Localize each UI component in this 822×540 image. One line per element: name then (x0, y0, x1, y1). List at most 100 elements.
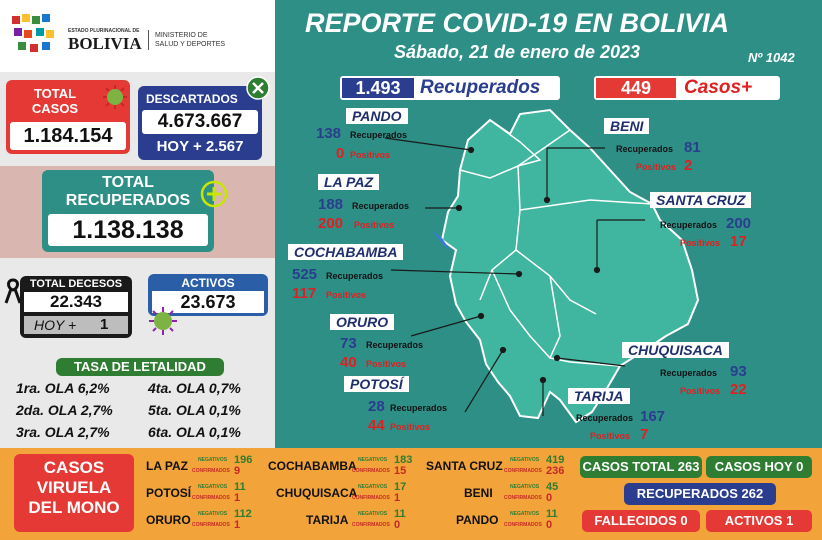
monkeypox-active: ACTIVOS 1 (706, 510, 812, 532)
org-main-text: BOLIVIA (68, 34, 142, 53)
conf-value: 0 (546, 519, 553, 531)
header-logo: ESTADO PLURINACIONAL DE BOLIVIA MINISTER… (0, 0, 275, 72)
active-value: 23.673 (152, 291, 264, 313)
neg-label: NEGATIVOS (358, 457, 388, 463)
region-name: COCHABAMBA (268, 459, 357, 473)
deaths-today-value: 1 (100, 316, 109, 333)
dept-pando-recovered: 138 (316, 125, 342, 142)
header-divider (148, 30, 149, 50)
daily-cases-value: 449 (596, 78, 676, 98)
monkeypox-region-santa-cruz: SANTA CRUZ NEGATIVOS 419 CONFIRMADOS 236 (426, 454, 574, 479)
dept-oruro-name: ORURO (330, 314, 395, 330)
dept-santa-cruz-name: SANTA CRUZ (650, 192, 752, 208)
dept-potosi-recovered-label: Recuperados (390, 403, 448, 413)
discarded-today: HOY + 2.567 (156, 138, 244, 155)
region-name: SANTA CRUZ (426, 459, 503, 473)
deaths-value: 22.343 (24, 292, 128, 312)
neg-label: NEGATIVOS (198, 484, 228, 490)
neg-value: 419 (546, 454, 565, 466)
lethality-row-3-right: 6ta. OLA 0,1% (148, 424, 241, 440)
discarded-card: DESCARTADOS 4.673.667 HOY + 2.567 (138, 86, 262, 160)
neg-label: NEGATIVOS (198, 511, 228, 517)
neg-value: 17 (394, 481, 407, 493)
deaths-today-box: HOY + 1 (24, 316, 128, 334)
neg-label: NEGATIVOS (510, 511, 540, 517)
conf-label: CONFIRMADOS (504, 495, 542, 501)
monkeypox-region-pando: PANDO NEGATIVOS 11 CONFIRMADOS 0 (456, 508, 574, 533)
dept-tarija-positive: 7 (640, 426, 649, 443)
region-name: ORURO (146, 513, 191, 527)
dept-santa-cruz-positive-label: Positivos (680, 238, 721, 248)
conf-value: 1 (234, 492, 241, 504)
daily-cases-label: Casos+ (684, 77, 753, 98)
dept-tarija-name: TARIJA (568, 388, 630, 404)
dept-oruro-positive: 40 (340, 354, 357, 371)
plus-circle-icon (200, 180, 228, 213)
total-recovered-label1: TOTAL (102, 174, 154, 191)
deaths-label: TOTAL DECESOS (29, 278, 123, 290)
dept-potosi-positive-label: Positivos (390, 422, 431, 432)
monkeypox-title-line1: CASOS (43, 458, 105, 477)
conf-value: 1 (394, 492, 401, 504)
conf-label: CONFIRMADOS (504, 522, 542, 528)
dept-chuquisaca-recovered-label: Recuperados (660, 368, 718, 378)
dept-santa-cruz-recovered: 200 (726, 215, 752, 232)
dept-cochabamba-name: COCHABAMBA (288, 244, 404, 260)
conf-value: 0 (546, 492, 553, 504)
deaths-card: TOTAL DECESOS 22.343 HOY + 1 (20, 276, 132, 338)
conf-label: CONFIRMADOS (352, 495, 390, 501)
lethality-row-3-left: 3ra. OLA 2,7% (16, 424, 110, 440)
dept-beni-positive: 2 (684, 157, 693, 174)
coat-of-arms-icon (8, 10, 64, 58)
dept-la-paz-positive: 200 (318, 215, 344, 232)
dept-tarija-recovered: 167 (640, 408, 666, 425)
discarded-value: 4.673.667 (142, 110, 258, 134)
monkeypox-region-potosi: POTOSÍ NEGATIVOS 11 CONFIRMADOS 1 (146, 481, 274, 506)
conf-label: CONFIRMADOS (352, 468, 390, 474)
conf-value: 1 (234, 519, 241, 531)
monkeypox-cases-today: CASOS HOY 0 (706, 456, 812, 478)
total-recovered-label2: RECUPERADOS (65, 192, 191, 209)
conf-label: CONFIRMADOS (352, 522, 390, 528)
dept-oruro-recovered-label: Recuperados (366, 340, 424, 350)
lethality-row-1-right: 4ta. OLA 0,7% (148, 380, 241, 396)
conf-label: CONFIRMADOS (192, 495, 230, 501)
ministry-line2: SALUD Y DEPORTES (155, 41, 226, 48)
conf-value: 9 (234, 465, 241, 477)
discarded-label: DESCARTADOS (146, 92, 238, 106)
monkeypox-title-line3: DEL MONO (28, 498, 120, 517)
dept-cochabamba-recovered: 525 (292, 266, 318, 283)
region-name: CHUQUISACA (276, 486, 358, 500)
monkeypox-region-beni: BENI NEGATIVOS 45 CONFIRMADOS 0 (464, 481, 574, 506)
total-recovered-value: 1.138.138 (48, 214, 208, 246)
active-label: ACTIVOS (181, 276, 235, 290)
dept-tarija-positive-label: Positivos (590, 431, 631, 441)
neg-value: 196 (234, 454, 253, 466)
dept-la-paz-recovered-label: Recuperados (352, 201, 410, 211)
dept-tarija-recovered-label: Recuperados (576, 413, 634, 423)
monkeypox-recovered: RECUPERADOS 262 (624, 483, 776, 505)
org-top-text: ESTADO PLURINACIONAL DE (68, 28, 140, 34)
monkeypox-total-cases: CASOS TOTAL 263 (580, 456, 702, 478)
dept-beni-recovered-label: Recuperados (616, 144, 674, 154)
total-recovered-card: TOTAL RECUPERADOS 1.138.138 (42, 170, 214, 252)
dept-potosi-positive: 44 (368, 417, 385, 434)
dept-oruro-positive-label: Positivos (366, 359, 407, 369)
virus-icon (102, 84, 128, 115)
monkeypox-region-oruro: ORURO NEGATIVOS 112 CONFIRMADOS 1 (146, 508, 274, 533)
lethality-row-1-left: 1ra. OLA 6,2% (16, 380, 110, 396)
monkeypox-title-line2: VIRUELA (36, 478, 112, 497)
neg-value: 11 (394, 508, 406, 520)
region-name: BENI (464, 486, 493, 500)
report-number: Nº 1042 (748, 50, 795, 65)
monkeypox-region-chuquisaca: CHUQUISACA NEGATIVOS 17 CONFIRMADOS 1 (276, 481, 426, 506)
total-cases-value: 1.184.154 (10, 122, 126, 150)
region-name: LA PAZ (146, 459, 188, 473)
deaths-today-label: HOY + (34, 317, 77, 333)
monkeypox-deceased: FALLECIDOS 0 (582, 510, 700, 532)
conf-value: 0 (394, 519, 401, 531)
region-name: POTOSÍ (146, 486, 192, 500)
daily-recovered-box: 1.493 Recuperados (340, 76, 560, 100)
dept-chuquisaca-name: CHUQUISACA (622, 342, 729, 358)
total-cases-card: TOTAL CASOS 1.184.154 (6, 80, 130, 154)
